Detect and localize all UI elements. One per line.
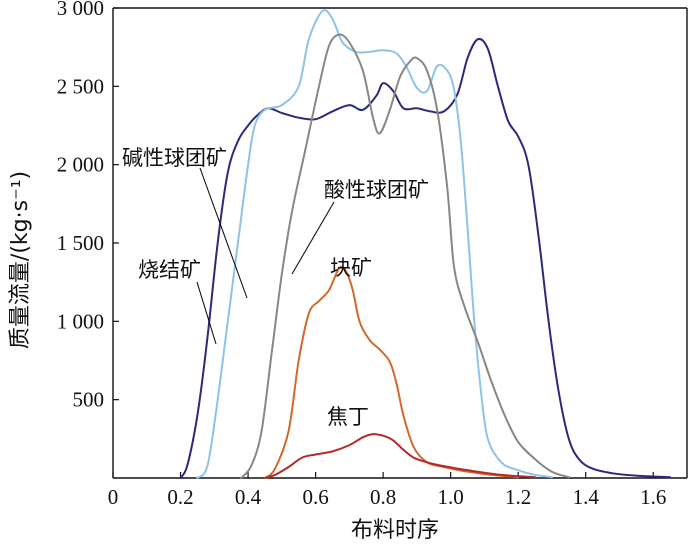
- x-tick-label: 0: [108, 485, 119, 509]
- y-tick-label: 1 000: [57, 309, 104, 333]
- series-line-sinter: [196, 9, 553, 479]
- y-tick-label: 2 500: [57, 74, 104, 98]
- y-tick-label: 3 000: [57, 0, 104, 20]
- annotation-label: 块矿: [330, 256, 372, 280]
- y-axis-title: 质量流量/(kg·s⁻¹): [8, 171, 33, 349]
- y-ticks: 500 1 000 1 500 2 000 2 500 3 000: [57, 0, 119, 412]
- y-tick-label: 2 000: [57, 153, 104, 177]
- x-tick-label: 0.6: [302, 485, 328, 509]
- series-line-acid-pellet: [240, 33, 570, 479]
- x-tick-label: 0.8: [370, 485, 396, 509]
- x-tick-label: 1.0: [438, 485, 464, 509]
- annotation-label: 酸性球团矿: [324, 178, 429, 202]
- series-line-basic-pellet: [179, 37, 672, 479]
- x-tick-label: 0.2: [167, 485, 193, 509]
- annotation-label: 焦丁: [327, 405, 369, 429]
- series-lines: [179, 9, 672, 479]
- annotation-leader-line: [199, 167, 248, 299]
- x-axis-title: 布料时序: [351, 518, 439, 543]
- x-tick-label: 1.6: [640, 485, 666, 509]
- annotation-label: 碱性球团矿: [122, 146, 227, 170]
- x-tick-label: 1.2: [505, 485, 531, 509]
- series-line-lump-ore: [263, 265, 520, 479]
- annotation-leader-line: [291, 201, 335, 275]
- series-line-coke-nut: [263, 433, 537, 479]
- y-tick-label: 1 500: [57, 231, 104, 255]
- x-tick-label: 0.4: [235, 485, 262, 509]
- x-tick-label: 1.4: [573, 485, 600, 509]
- annotation-label: 烧结矿: [138, 258, 201, 282]
- y-tick-label: 500: [73, 388, 105, 412]
- annotation-leader-line: [196, 281, 217, 345]
- x-ticks: 0 0.2 0.4 0.6 0.8 1.0 1.2 1.4 1.6: [108, 472, 666, 509]
